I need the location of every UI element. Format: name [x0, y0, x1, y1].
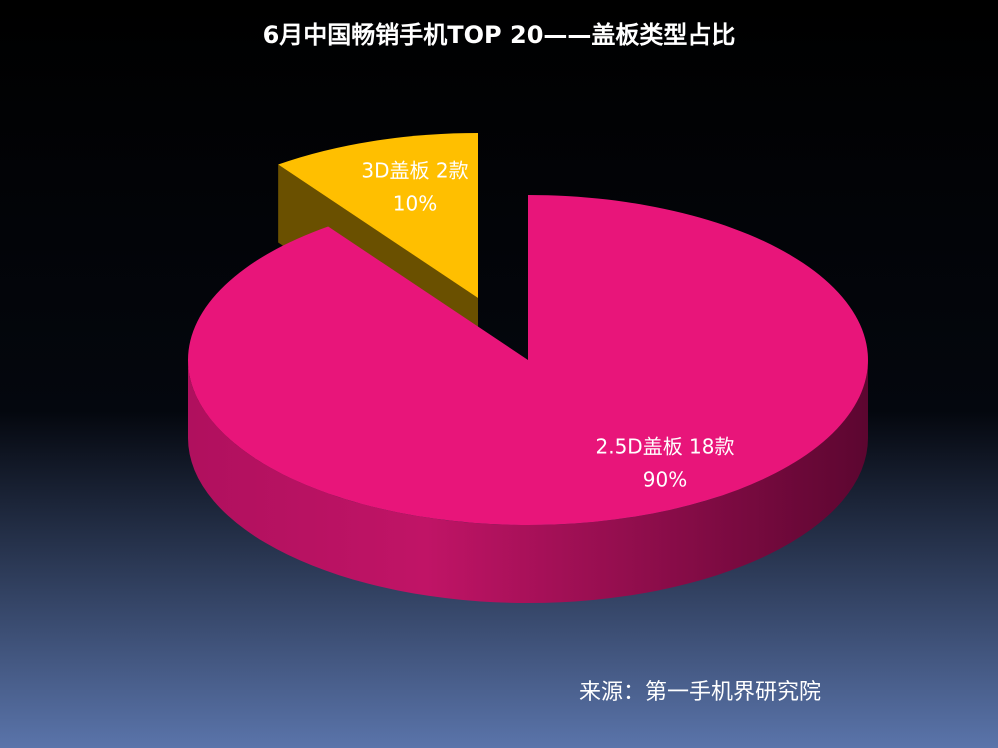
slice-label: 3D盖板 2款: [361, 159, 468, 183]
slice-value-label: 10%: [393, 192, 437, 216]
source-note: 来源：第一手机界研究院: [579, 680, 821, 705]
chart-title: 6月中国畅销手机TOP 20——盖板类型占比: [263, 21, 736, 49]
slice-label: 2.5D盖板 18款: [595, 435, 734, 459]
slice: [187, 195, 868, 525]
slice: [278, 133, 478, 298]
slice-side: [188, 360, 868, 603]
slice-value-label: 90%: [643, 468, 687, 492]
